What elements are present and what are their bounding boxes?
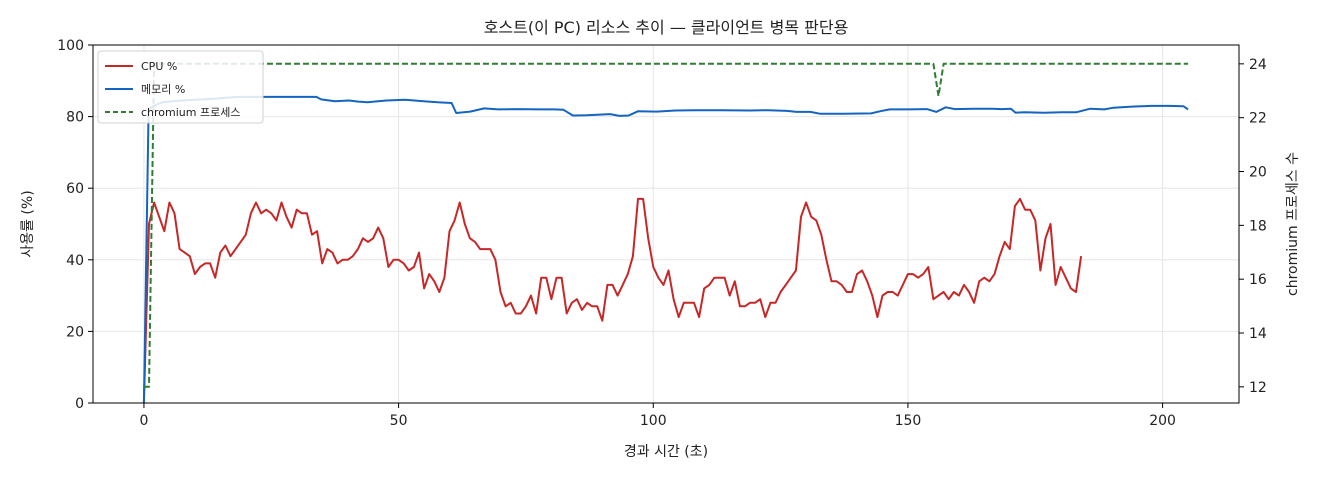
y2-tick-label: 24 bbox=[1249, 57, 1267, 73]
y-tick-label: 20 bbox=[66, 324, 84, 340]
y2-tick-label: 12 bbox=[1249, 380, 1267, 396]
grid bbox=[93, 44, 1239, 404]
series-line-1 bbox=[142, 95, 1189, 404]
x-tick-label: 100 bbox=[640, 413, 667, 429]
legend-label-1: 메모리 % bbox=[141, 83, 185, 96]
y-tick-label: 0 bbox=[75, 396, 84, 412]
x-tick-label: 150 bbox=[895, 413, 922, 429]
legend: CPU % 메모리 % chromium 프로세스 bbox=[97, 50, 264, 124]
chart-title: 호스트(이 PC) 리소스 추이 — 클라이언트 병목 판단용 bbox=[484, 18, 849, 37]
y-tick-label: 60 bbox=[66, 181, 84, 197]
y2-tick-label: 18 bbox=[1249, 218, 1267, 234]
y2-axis-label: chromium 프로세스 수 bbox=[1285, 152, 1301, 296]
series-line-0 bbox=[142, 197, 1083, 404]
x-tick-label: 200 bbox=[1149, 413, 1176, 429]
series-line-2 bbox=[143, 62, 1189, 388]
y2-tick-label: 20 bbox=[1249, 165, 1267, 181]
x-tick-label: 0 bbox=[139, 413, 148, 429]
x-axis-label: 경과 시간 (초) bbox=[624, 444, 708, 460]
legend-label-2: chromium 프로세스 bbox=[141, 106, 240, 119]
y-axis-label: 사용률 (%) bbox=[20, 190, 36, 257]
y2-tick-label: 16 bbox=[1249, 272, 1267, 288]
x-tick-label: 50 bbox=[390, 413, 408, 429]
y-tick-label: 100 bbox=[57, 38, 84, 54]
legend-label-0: CPU % bbox=[141, 60, 177, 73]
series-layer bbox=[142, 62, 1189, 404]
y2-tick-label: 22 bbox=[1249, 111, 1267, 127]
plot-frame bbox=[92, 44, 1240, 404]
left-axis-ticks: 0 20 40 60 80 100 bbox=[57, 38, 93, 412]
y-tick-label: 40 bbox=[66, 253, 84, 269]
y2-tick-label: 14 bbox=[1249, 326, 1267, 342]
y-tick-label: 80 bbox=[66, 110, 84, 126]
right-axis-ticks: 12 14 16 18 20 22 24 bbox=[1239, 57, 1267, 396]
bottom-axis-ticks: 0 50 100 150 200 bbox=[139, 403, 1176, 429]
legend-box bbox=[97, 50, 264, 124]
